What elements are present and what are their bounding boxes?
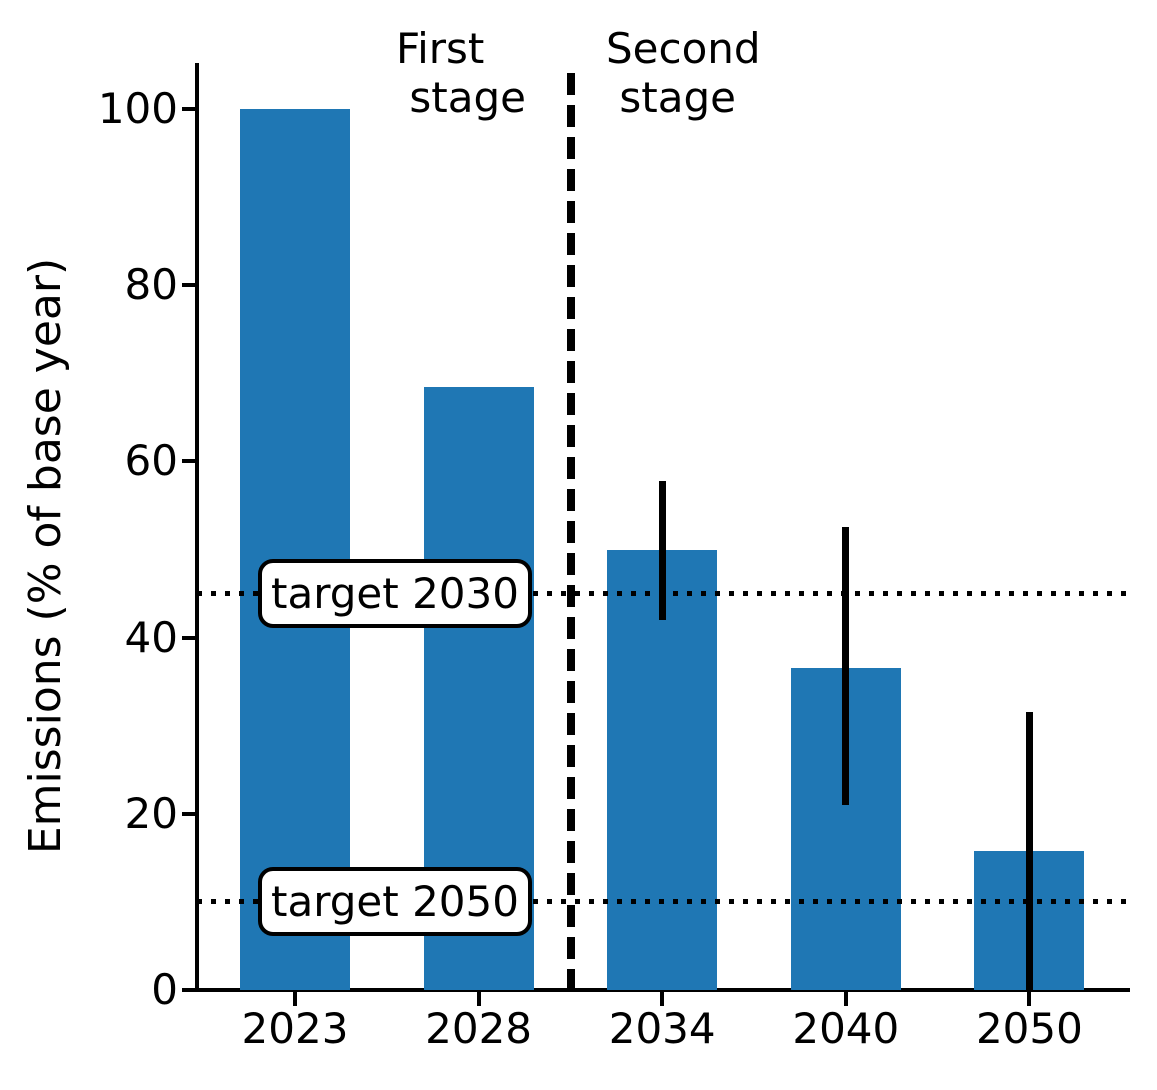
y-tick-label-0: 0 [151, 965, 178, 1014]
y-tick-label-80: 80 [124, 260, 178, 310]
y-tick-label-40: 40 [124, 612, 178, 662]
error-bar-2040 [842, 527, 850, 805]
bar-2034 [607, 549, 718, 990]
x-tick-label-2040: 2040 [792, 1004, 900, 1053]
target-line-2050 [197, 899, 1128, 905]
x-tick-2034 [660, 990, 665, 1006]
y-tick-label-100: 100 [97, 84, 178, 133]
y-tick-0 [182, 988, 197, 992]
annotation-first-stage: First stage [396, 24, 526, 122]
y-tick-label-60: 60 [124, 436, 178, 486]
y-tick-label-20: 20 [124, 788, 178, 838]
y-tick-40 [182, 635, 197, 640]
x-tick-label-2028: 2028 [425, 1004, 533, 1053]
annotation-second-stage: Second stage [606, 24, 761, 122]
x-tick-2028 [476, 990, 481, 1006]
bar-2023 [240, 109, 350, 990]
y-tick-60 [182, 459, 197, 464]
y-tick-100 [182, 107, 197, 111]
x-tick-2040 [843, 990, 848, 1006]
x-tick-2050 [1027, 990, 1032, 1006]
y-tick-20 [182, 811, 197, 816]
error-bar-2034 [658, 481, 666, 620]
target-label-2050: target 2050 [258, 867, 532, 937]
target-label-2030: target 2030 [258, 559, 532, 629]
x-tick-label-2023: 2023 [241, 1004, 349, 1053]
x-tick-label-2050: 2050 [975, 1004, 1083, 1053]
error-bar-2050 [1025, 712, 1033, 990]
y-tick-80 [182, 283, 197, 288]
y-axis-spine [195, 63, 199, 992]
x-tick-label-2034: 2034 [608, 1004, 716, 1053]
x-tick-2023 [293, 990, 297, 1006]
stage-divider-line [567, 73, 575, 990]
